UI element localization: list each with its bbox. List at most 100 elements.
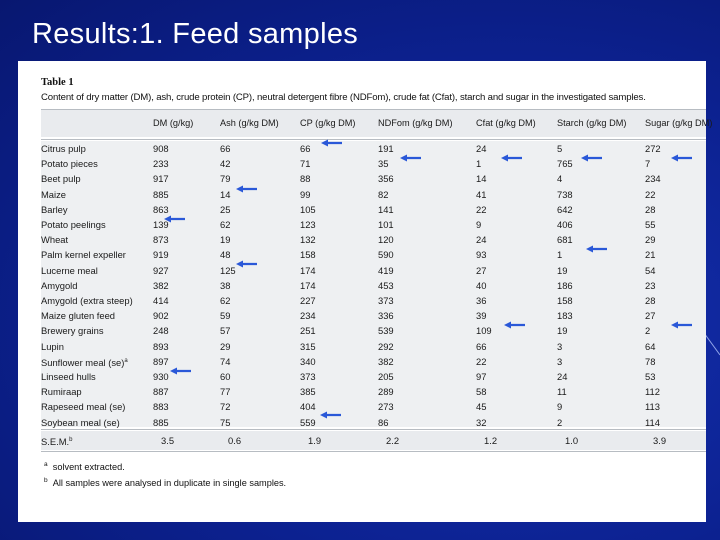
table-cell: 77 <box>220 386 231 398</box>
column-header: NDFom (g/kg DM) <box>378 118 453 128</box>
footnote-mark: b <box>44 477 48 484</box>
table-cell: 55 <box>645 219 656 230</box>
row-label: Amygold <box>41 280 77 291</box>
sem-cell: 3.9 <box>653 435 667 446</box>
table-cell: 78 <box>645 355 656 367</box>
table-cell: 908 <box>153 143 169 154</box>
row-label: Linseed hulls <box>41 371 96 382</box>
table-cell: 24 <box>476 143 487 154</box>
table-header-band <box>41 110 706 137</box>
table-cell: 373 <box>378 295 394 306</box>
table-cell: 590 <box>378 249 394 261</box>
column-header: Ash (g/kg DM) <box>220 118 279 128</box>
table-image-panel: Table 1 Content of dry matter (DM), ash,… <box>18 61 712 522</box>
table-cell: 32 <box>476 416 487 428</box>
table-cell: 11 <box>557 386 567 398</box>
row-label-text: Lucerne meal <box>41 264 98 276</box>
highlight-arrow-icon <box>236 260 257 268</box>
row-label-text: Citrus pulp <box>41 143 86 154</box>
table-cell: 120 <box>378 234 394 246</box>
table-cell: 86 <box>378 416 389 428</box>
footnote-b: b All samples were analysed in duplicate… <box>44 477 286 488</box>
table-cell: 893 <box>153 340 169 352</box>
table-cell: 2 <box>645 325 651 337</box>
highlight-arrow-icon <box>586 245 607 253</box>
table-cell: 66 <box>300 143 311 154</box>
row-label-text: Amygold <box>41 279 78 291</box>
table-cell: 57 <box>220 325 231 337</box>
table-cell: 158 <box>300 249 316 261</box>
sem-cell: 1.0 <box>565 435 579 446</box>
table-cell: 21 <box>645 249 656 261</box>
table-cell: 373 <box>300 371 316 382</box>
highlight-arrow-icon <box>320 411 341 419</box>
highlight-arrows <box>164 139 692 419</box>
table-cell: 917 <box>153 173 169 185</box>
table-cell: 71 <box>300 158 311 170</box>
sem-label-text: S.E.M. <box>41 436 70 448</box>
table-cell: 19 <box>220 234 231 246</box>
table-cell: 273 <box>378 401 394 413</box>
row-label: Sunflower meal (se)a <box>41 356 128 368</box>
sem-label: S.E.M.b <box>41 435 72 447</box>
highlight-arrow-icon <box>170 367 191 375</box>
table-cell: 885 <box>153 416 169 428</box>
table-cell: 29 <box>220 340 231 352</box>
row-label-text: Maize gluten feed <box>41 310 116 322</box>
table-cell: 681 <box>557 234 573 246</box>
table-cell: 139 <box>153 219 169 230</box>
table-cell: 72 <box>220 401 231 413</box>
table-sem-band <box>41 431 706 450</box>
table-cell: 272 <box>645 143 661 154</box>
highlight-arrow-icon <box>501 154 522 162</box>
row-label: Maize gluten feed <box>41 310 115 321</box>
table-cell: 60 <box>220 371 231 382</box>
row-label-text: Barley <box>41 203 68 215</box>
footnote-mark: a <box>44 461 48 468</box>
table-cell: 54 <box>645 264 656 276</box>
table-cell: 183 <box>557 310 573 322</box>
column-header: Sugar (g/kg DM) <box>645 118 713 128</box>
sem-cell: 3.5 <box>161 435 175 446</box>
table-cell: 233 <box>153 158 169 170</box>
row-label-text: Wheat <box>41 234 69 246</box>
highlight-arrow-icon <box>504 321 525 329</box>
table-cell: 25 <box>220 203 231 215</box>
table-cell: 887 <box>153 386 169 398</box>
table-cell: 22 <box>645 188 656 200</box>
table-cell: 4 <box>557 173 563 185</box>
table-cell: 248 <box>153 325 169 337</box>
table-cell: 141 <box>378 203 394 215</box>
row-label: Citrus pulp <box>41 143 86 154</box>
table-cell: 22 <box>476 203 487 215</box>
footnote-text: All samples were analysed in duplicate i… <box>52 478 287 489</box>
table-rule-body <box>41 429 706 430</box>
slide-title: Results:1. Feed samples <box>32 18 359 50</box>
highlight-arrow-icon <box>400 154 421 162</box>
table-cell: 41 <box>476 188 487 200</box>
row-label: Soybean meal (se) <box>41 417 120 428</box>
table-cell: 74 <box>220 355 231 367</box>
table-cell: 23 <box>645 279 656 291</box>
row-label-text: Soybean meal (se) <box>41 416 120 428</box>
table-cell: 385 <box>300 386 316 398</box>
row-label: Potato peelings <box>41 219 106 230</box>
highlight-arrow-icon <box>236 185 257 193</box>
table-cell: 27 <box>645 310 656 322</box>
table-cell: 29 <box>645 234 656 246</box>
table-cell: 99 <box>300 188 311 200</box>
table-cell: 7 <box>645 158 651 170</box>
table-cell: 289 <box>378 386 394 398</box>
column-header: DM (g/kg) <box>153 118 194 128</box>
table-cell: 58 <box>476 386 487 398</box>
table-cell: 40 <box>476 279 487 291</box>
table-cell: 19 <box>557 264 568 276</box>
table-cell: 3 <box>557 340 563 352</box>
row-label: Potato pieces <box>41 158 98 169</box>
table-rule-top <box>41 109 706 110</box>
table-cell: 919 <box>153 249 169 261</box>
table-cell: 101 <box>378 219 394 230</box>
highlight-arrow-icon <box>671 154 692 162</box>
table-cell: 227 <box>300 295 316 306</box>
table-cell: 382 <box>378 355 394 367</box>
